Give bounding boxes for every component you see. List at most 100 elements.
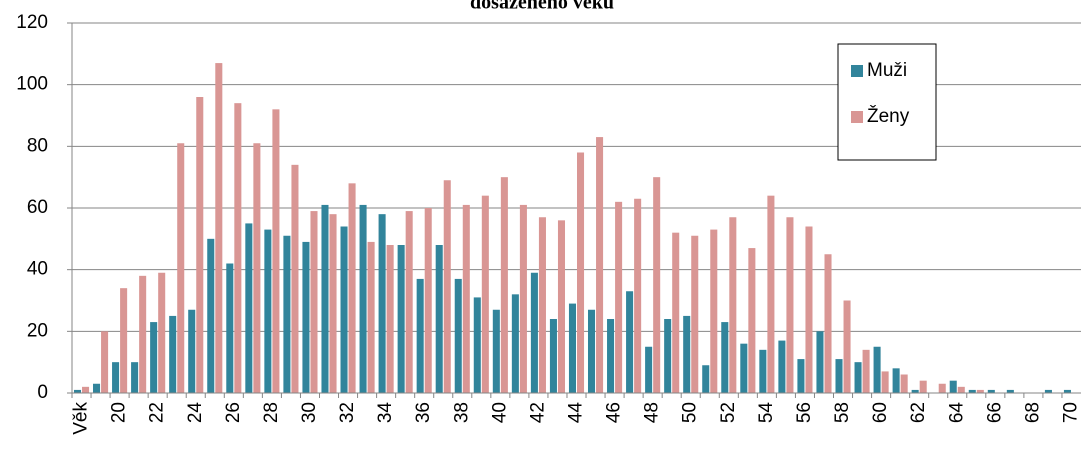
x-tick-label: 24 xyxy=(185,402,206,424)
legend-swatch xyxy=(851,65,863,77)
bar xyxy=(291,164,299,393)
bar xyxy=(778,340,786,393)
bar xyxy=(196,97,204,393)
x-tick-label: 46 xyxy=(604,402,625,423)
bar xyxy=(359,204,367,393)
bar xyxy=(1006,389,1014,393)
bar xyxy=(424,208,432,393)
x-tick-label: 54 xyxy=(756,402,777,424)
x-tick-label: Věk xyxy=(71,402,92,435)
x-tick-label: 30 xyxy=(299,402,320,423)
x-tick-label: 70 xyxy=(1060,402,1081,423)
bar xyxy=(881,371,889,393)
bar xyxy=(816,331,824,393)
bar xyxy=(283,235,291,393)
bar xyxy=(101,331,109,393)
bar xyxy=(710,229,718,393)
x-tick-label: 56 xyxy=(794,402,815,423)
legend-label: Ženy xyxy=(867,105,910,127)
bar xyxy=(702,365,710,393)
bar xyxy=(462,204,470,393)
bar xyxy=(519,204,527,393)
bar xyxy=(435,245,443,393)
bar xyxy=(511,294,519,393)
bar xyxy=(721,322,729,393)
bar xyxy=(1044,389,1052,393)
bar xyxy=(854,362,862,393)
chart-title: dosaženého věku xyxy=(470,0,614,14)
bar xyxy=(378,214,386,393)
bar xyxy=(264,229,272,393)
bar xyxy=(949,380,957,393)
y-tick-label: 100 xyxy=(16,74,48,95)
x-tick-label: 66 xyxy=(984,402,1005,423)
x-tick-label: 32 xyxy=(337,402,358,423)
bar xyxy=(729,217,737,393)
x-tick-label: 22 xyxy=(147,402,168,423)
bar xyxy=(626,291,634,393)
bar xyxy=(568,303,576,393)
bar xyxy=(759,349,767,393)
bar xyxy=(587,309,596,393)
bar xyxy=(1063,389,1071,393)
x-tick-label: 60 xyxy=(870,402,891,423)
bar xyxy=(549,319,557,393)
legend: Muži Ženy xyxy=(851,60,910,127)
bar xyxy=(367,241,375,393)
bar xyxy=(645,346,653,393)
bar xyxy=(158,272,166,393)
x-tick-label: 42 xyxy=(527,402,548,423)
bar xyxy=(215,63,223,393)
y-tick-label: 80 xyxy=(27,135,48,156)
bar xyxy=(226,263,234,393)
bar xyxy=(272,109,280,393)
bar xyxy=(112,362,120,393)
x-tick-label: 64 xyxy=(946,402,967,424)
x-tick-label: 40 xyxy=(489,402,510,423)
bar xyxy=(557,220,566,393)
bar xyxy=(73,389,82,393)
bar xyxy=(900,374,908,393)
bar xyxy=(245,223,253,393)
bar xyxy=(892,368,900,393)
bar xyxy=(169,315,177,393)
bar xyxy=(873,346,881,393)
bar xyxy=(976,389,984,393)
x-tick-label: 48 xyxy=(642,402,663,423)
bar xyxy=(492,309,500,393)
bar xyxy=(397,245,405,393)
bars xyxy=(73,63,1071,394)
bar xyxy=(443,180,451,393)
bar xyxy=(139,275,147,393)
bar xyxy=(607,319,615,393)
bar xyxy=(454,278,462,393)
bar xyxy=(177,143,185,393)
bar xyxy=(835,359,843,393)
bar xyxy=(234,103,242,394)
x-tick-label: 34 xyxy=(375,402,396,424)
bar xyxy=(672,232,680,393)
x-tick-label: 38 xyxy=(451,402,472,423)
bar xyxy=(321,204,329,393)
legend-swatch xyxy=(851,111,863,123)
x-tick-label: 50 xyxy=(680,402,701,423)
bar xyxy=(340,226,348,393)
bar xyxy=(767,195,775,393)
x-tick-label: 26 xyxy=(223,402,244,423)
bar xyxy=(120,288,128,393)
bar xyxy=(987,389,995,393)
bar xyxy=(919,380,927,393)
bar xyxy=(386,245,394,393)
bar xyxy=(538,217,546,393)
legend-box xyxy=(837,43,937,161)
bar xyxy=(664,319,672,393)
bar xyxy=(348,183,356,393)
bar xyxy=(577,152,585,393)
bar xyxy=(786,217,794,393)
x-tick-label: 36 xyxy=(413,402,434,423)
y-tick-label: 0 xyxy=(37,382,48,403)
x-tick-label: 20 xyxy=(109,402,130,423)
x-tick-label: 44 xyxy=(566,402,587,424)
bar xyxy=(481,195,489,393)
